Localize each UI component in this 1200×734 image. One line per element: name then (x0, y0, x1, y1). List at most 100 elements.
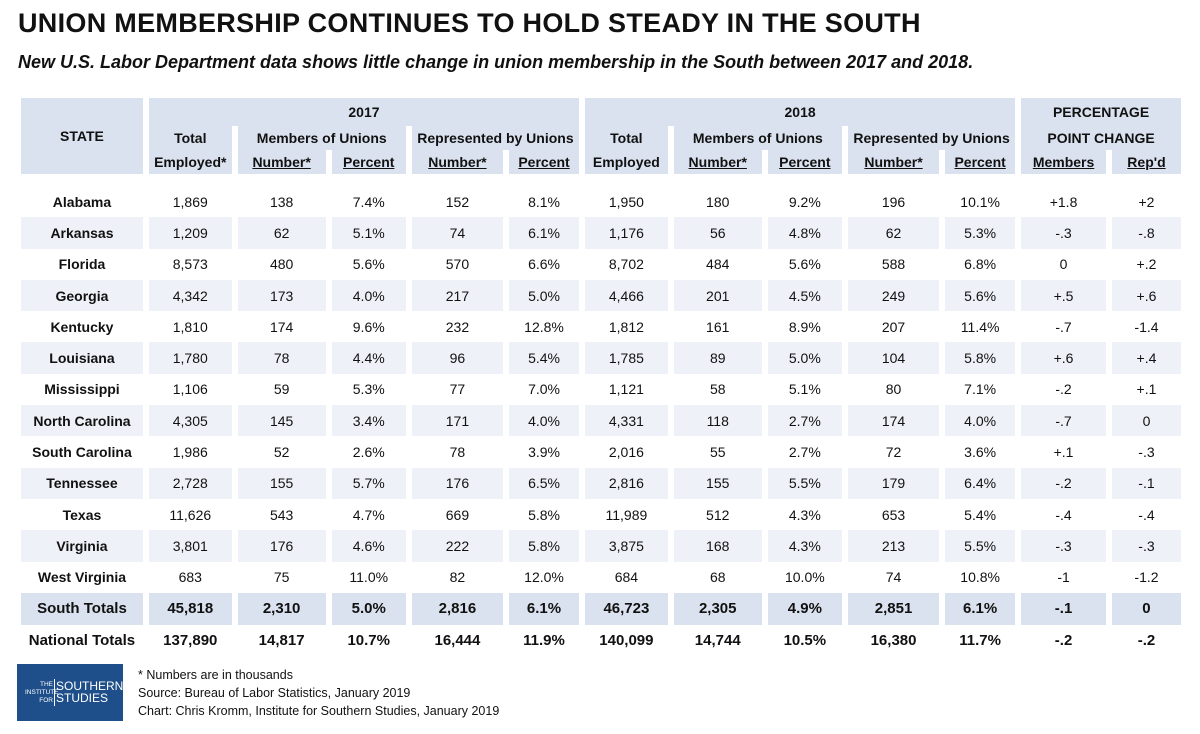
table-cell: -.2 (1021, 467, 1106, 499)
totals-cell: -.1 (1021, 592, 1106, 625)
table-cell: 4,305 (148, 405, 232, 437)
table-cell: 6.8% (964, 256, 997, 273)
table-cell: 52 (273, 444, 290, 461)
table-cell: 4.0% (945, 405, 1016, 437)
header-total-2018: Total (585, 126, 668, 150)
header-percent-members-2017: Percent (343, 154, 395, 170)
table-cell: 5.8% (509, 530, 580, 562)
state-name-cell: South Carolina (32, 444, 132, 461)
table-cell: 2.6% (352, 444, 385, 461)
table-cell: 11,989 (605, 506, 648, 523)
table-cell: 684 (614, 569, 639, 586)
totals-cell: 6.1% (509, 592, 580, 625)
table-cell: 5.6% (352, 256, 385, 273)
table-cell: 5.4% (964, 506, 997, 523)
totals-cell: 0 (1111, 592, 1181, 625)
table-cell: 82 (449, 569, 466, 586)
state-name-cell: West Virginia (37, 569, 127, 586)
table-cell: 588 (881, 256, 906, 273)
table-cell: 4,342 (148, 279, 232, 312)
table-cell: 5.6% (945, 279, 1016, 312)
totals-cell: 46,723 (585, 592, 668, 625)
table-cell: 8.9% (788, 318, 821, 335)
table-cell: 9.2% (788, 193, 821, 210)
header-number-rep-2018: Number* (864, 154, 923, 170)
table-cell: 89 (673, 342, 762, 374)
table-cell: 2.7% (788, 444, 821, 461)
header-year-2017: 2017 (148, 98, 580, 126)
table-cell: 4.7% (352, 506, 385, 523)
logo-divider (54, 679, 55, 706)
table-cell: 1,785 (585, 342, 668, 374)
table-cell: 484 (706, 256, 730, 273)
table-cell: -.7 (1021, 405, 1106, 437)
table-cell: +2 (1138, 193, 1155, 210)
table-row: Arkansas 1,209 62 5.1% 74 6.1% 1,176 56 4.8% 62 5.… (21, 217, 1181, 249)
table-cell: 80 (885, 381, 902, 398)
header-members-2017: Members of Unions (237, 126, 406, 150)
state-name-cell: Texas (62, 506, 102, 523)
state-name-cell: Mississippi (44, 381, 120, 398)
table-cell: 1,812 (608, 318, 644, 335)
totals-label-cell: South Totals (21, 592, 143, 625)
table-row: Florida 8,573 480 5.6% 570 6.6% 8,702 484 5.6% 58… (21, 249, 1181, 280)
logo-big-text: SOUTHERN STUDIES (56, 679, 124, 705)
table-cell: 11.4% (960, 318, 1000, 335)
national-totals-row: National Totals 137,890 14,817 10.7% 16,444 1… (21, 625, 1181, 657)
footnote-units: * Numbers are in thousands (138, 668, 293, 682)
table-cell: 173 (237, 279, 326, 312)
header-change-repd: Rep'd (1127, 154, 1166, 170)
totals-cell: 2,816 (411, 592, 504, 625)
table-cell: 176 (411, 467, 504, 499)
totals-cell: 11.9% (523, 632, 565, 650)
table-cell: 174 (269, 318, 294, 335)
table-cell: 72 (885, 444, 902, 461)
table-row: Alabama 1,869 138 7.4% 152 8.1% 1,950 180 9.2% 19… (21, 186, 1181, 217)
table-cell: 653 (881, 506, 906, 523)
state-name-cell: Kentucky (50, 318, 114, 335)
table-cell: 77 (449, 381, 466, 398)
table-row: North Carolina 4,305 145 3.4% 171 4.0% 4,331 11… (21, 405, 1181, 437)
footnote-credit: Chart: Chris Kromm, Institute for Southe… (138, 704, 500, 718)
chart-title: UNION MEMBERSHIP CONTINUES TO HOLD STEAD… (18, 8, 921, 38)
table-cell: 196 (881, 193, 906, 210)
table-cell: 1,121 (608, 381, 644, 398)
table-cell: 118 (673, 405, 762, 437)
state-name-cell: Virginia (21, 530, 143, 562)
table-cell: -.1 (1111, 467, 1181, 499)
table-row: Texas 11,626 543 4.7% 669 5.8% 11,989 512 4.3% 65… (21, 499, 1181, 530)
table-cell: 5.7% (331, 467, 406, 499)
totals-cell: -.2 (1137, 632, 1156, 650)
table-cell: +.5 (1021, 279, 1106, 312)
table-cell: +.1 (1053, 444, 1074, 461)
header-represented-2017: Represented by Unions (411, 126, 580, 150)
table-cell: +.1 (1136, 381, 1157, 398)
header-pp-line1: PERCENTAGE (1021, 98, 1181, 126)
table-cell: 59 (273, 381, 290, 398)
table-cell: 10.8% (960, 569, 1000, 586)
table-cell: 161 (706, 318, 730, 335)
table-cell: 10.1% (960, 193, 1000, 210)
table-cell: 180 (706, 193, 730, 210)
table-cell: 207 (881, 318, 906, 335)
table-cell: 56 (673, 217, 762, 249)
table-cell: -.3 (1111, 530, 1181, 562)
union-membership-table: STATE 2017 2018 PERCENTAGE Total Members… (15, 98, 1187, 657)
table-cell: -.7 (1055, 318, 1072, 335)
table-cell: 96 (411, 342, 504, 374)
header-year-2018: 2018 (585, 98, 1016, 126)
table-cell: 213 (847, 530, 940, 562)
table-row: Georgia 4,342 173 4.0% 217 5.0% 4,466 201 4.5% 24… (21, 279, 1181, 312)
table-cell: -.3 (1021, 530, 1106, 562)
table-cell: 1,209 (148, 217, 232, 249)
table-cell: 4,466 (585, 279, 668, 312)
table-cell: -1.2 (1134, 569, 1159, 586)
table-cell: -.3 (1138, 444, 1155, 461)
table-cell: 78 (237, 342, 326, 374)
logo-small-text: THE INSTITUTE FOR (25, 681, 59, 704)
table-cell: 3.9% (528, 444, 560, 461)
table-cell: 155 (673, 467, 762, 499)
table-cell: 5.6% (788, 256, 821, 273)
totals-label-cell: National Totals (28, 632, 136, 650)
table-cell: 217 (411, 279, 504, 312)
